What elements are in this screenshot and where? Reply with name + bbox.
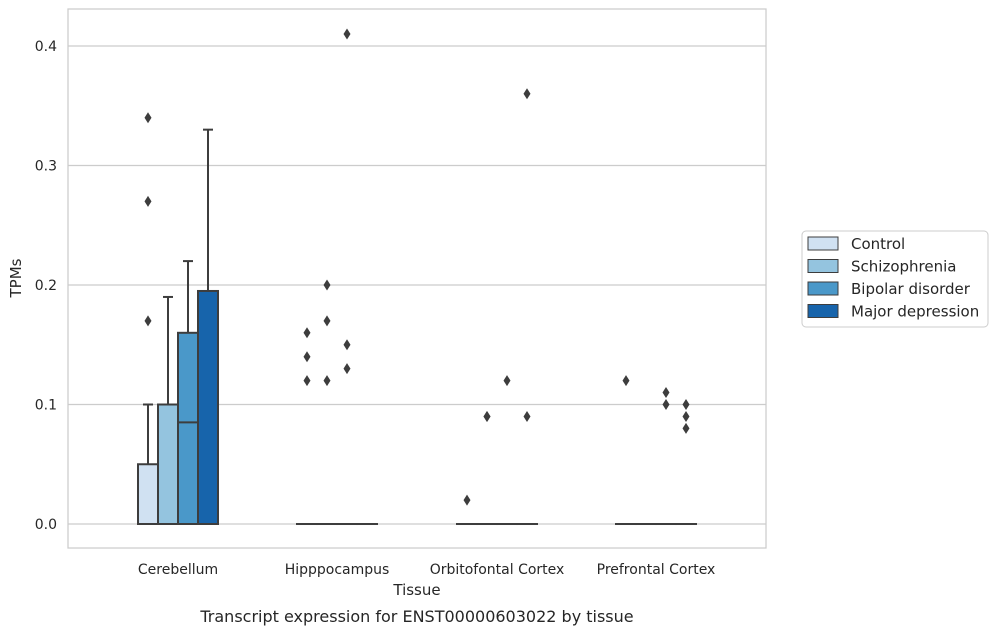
series-major-depression: [197, 88, 697, 526]
y-tick-label: 0.2: [35, 278, 57, 294]
outlier-point: [323, 315, 331, 327]
box-series: [137, 28, 697, 526]
y-axis-title: TPMs: [7, 258, 25, 298]
outlier-point: [503, 375, 511, 387]
x-tick-label: Prefrontal Cortex: [597, 562, 716, 578]
outlier-point: [144, 315, 152, 327]
box: [157, 403, 179, 525]
outlier-point: [523, 88, 531, 100]
outlier-point: [343, 28, 351, 40]
y-tick-label: 0.0: [35, 517, 57, 533]
outlier-point: [144, 112, 152, 124]
y-tick-label: 0.3: [35, 159, 57, 175]
outlier-point: [682, 399, 690, 410]
outlier-point: [323, 375, 331, 387]
outlier-point: [343, 363, 351, 375]
legend-frame: [801, 230, 989, 328]
x-tick-label: Orbitofontal Cortex: [430, 562, 565, 578]
outlier-point: [662, 399, 670, 410]
legend-label: Schizophrenia: [851, 258, 956, 276]
legend-swatch: [807, 281, 839, 296]
outlier-point: [682, 410, 690, 422]
legend: Control Schizophrenia Bipolar disorder Majo…: [801, 230, 989, 328]
plot-frame: [67, 8, 767, 549]
x-axis-title: Tissue: [392, 581, 440, 599]
series-bipolar-disorder: [177, 28, 677, 526]
y-tick-label: 0.4: [35, 39, 57, 55]
legend-swatch: [807, 236, 839, 251]
outlier-point: [303, 327, 311, 339]
outlier-point: [682, 422, 690, 434]
outlier-point: [303, 351, 311, 363]
x-tick-label: Hipppocampus: [285, 562, 390, 578]
series-schizophrenia: [157, 279, 657, 526]
chart-caption: Transcript expression for ENST0000060302…: [199, 607, 633, 626]
outlier-point: [144, 195, 152, 207]
legend-label: Bipolar disorder: [851, 280, 971, 298]
outlier-point: [303, 375, 311, 387]
box: [177, 331, 199, 525]
y-tick-labels: 0.0 0.1 0.2 0.3 0.4: [35, 39, 57, 533]
y-tick-label: 0.1: [35, 398, 57, 414]
legend-label: Major depression: [851, 303, 979, 321]
x-tick-label: Cerebellum: [138, 562, 218, 578]
legend-swatch: [807, 304, 839, 318]
outlier-point: [622, 375, 630, 387]
x-tick-labels: Cerebellum Hipppocampus Orbitofontal Corte…: [138, 562, 715, 578]
outlier-point: [483, 410, 491, 422]
outlier-point: [343, 339, 351, 351]
box: [137, 463, 159, 525]
outlier-point: [662, 387, 670, 399]
series-control: [137, 112, 637, 526]
outlier-point: [463, 494, 471, 506]
legend-label: Control: [851, 235, 905, 253]
box: [197, 289, 219, 525]
outlier-point: [323, 279, 331, 291]
outlier-point: [523, 410, 531, 422]
legend-swatch: [807, 259, 839, 273]
